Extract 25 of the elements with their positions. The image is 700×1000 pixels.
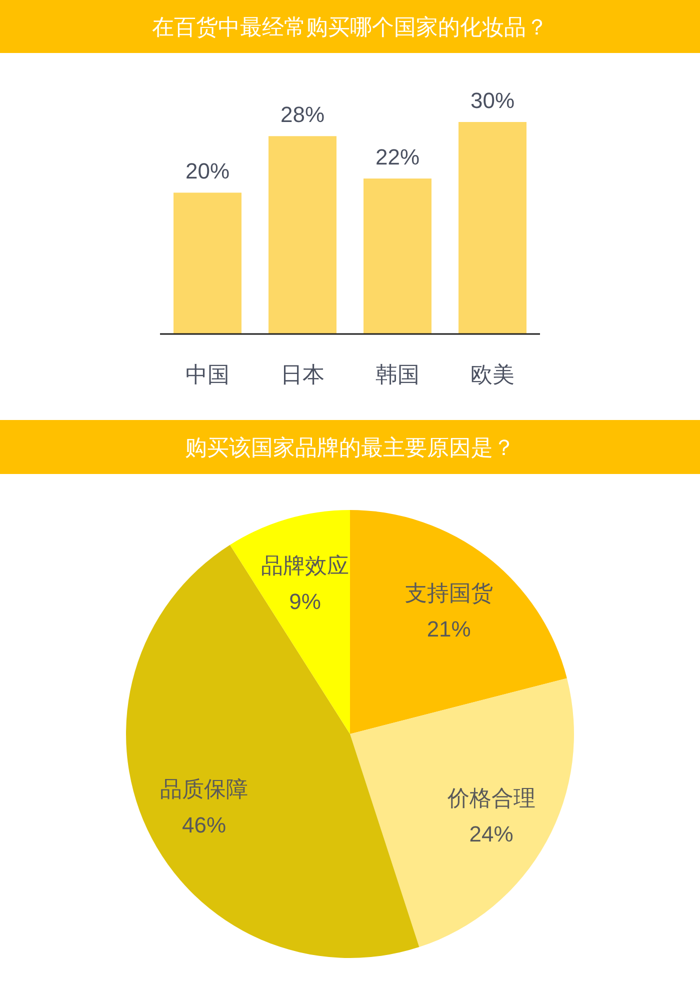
pie-slice: [230, 510, 350, 734]
x-tick-label: 中国: [186, 362, 230, 387]
data-label: 46%: [182, 812, 226, 838]
slice-label: 价格合理: [446, 786, 536, 811]
data-label: 20%: [185, 158, 230, 184]
data-label: 9%: [289, 589, 321, 614]
bar: [458, 122, 526, 334]
slice-label: 支持国货: [404, 580, 493, 606]
pie-slice: [350, 510, 567, 734]
bar: [268, 136, 336, 334]
data-label: 21%: [426, 616, 471, 642]
chart-title: 在百货中最经常购买哪个国家的化妆品？: [152, 14, 548, 40]
slice-label: 品质保障: [160, 776, 248, 802]
x-tick-label: 欧美: [470, 362, 514, 387]
chart-title: 购买该国家品牌的最主要原因是？: [185, 435, 515, 460]
x-tick-label: 日本: [280, 362, 324, 387]
data-label: 24%: [469, 822, 514, 847]
bar: [364, 178, 432, 334]
data-label: 30%: [470, 88, 515, 113]
slice-label: 品牌效应: [261, 553, 350, 578]
pie-slice: [350, 678, 574, 948]
bar: [174, 192, 242, 334]
data-label: 22%: [375, 144, 420, 170]
x-tick-label: 韩国: [376, 362, 420, 387]
data-label: 28%: [280, 102, 325, 128]
